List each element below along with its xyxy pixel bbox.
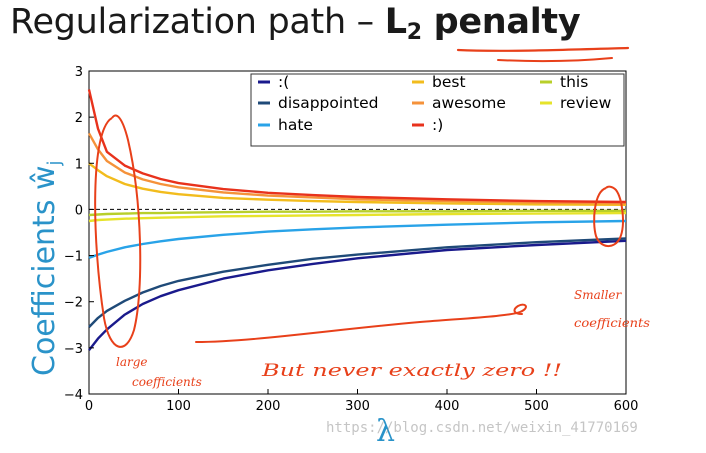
y-tick-label: 2 <box>75 111 83 126</box>
series-line-1 <box>88 237 627 328</box>
legend-entry: disappointed <box>278 94 378 112</box>
right-ellipse <box>593 185 624 247</box>
y-tick-label: −3 <box>64 342 83 357</box>
title-underline-2 <box>497 57 613 63</box>
y-axis-label-sub: j <box>44 160 65 166</box>
x-tick-label: 300 <box>345 399 370 414</box>
x-tick-label: 200 <box>256 399 281 414</box>
series-line-7 <box>88 211 627 223</box>
title-bold: L2 penalty <box>384 2 581 45</box>
legend-entry: hate <box>278 116 313 134</box>
note-large: large <box>116 355 148 369</box>
note-smaller: Smaller <box>574 288 623 302</box>
legend-entry: review <box>560 94 612 112</box>
x-axis-label: λ <box>376 414 395 449</box>
legend-layer: :( disappointed hate best awesome:) this revie… <box>258 73 612 134</box>
x-tick-label: 0 <box>85 399 93 414</box>
series-line-2 <box>88 219 627 260</box>
legend-entry: :( <box>278 73 289 91</box>
note-coefficients-left: coefficients <box>132 375 202 389</box>
title-underline-1 <box>456 46 630 52</box>
legend-entry: awesome <box>432 94 506 112</box>
watermark: https://blog.csdn.net/weixin_41770169 <box>326 420 638 436</box>
left-ellipse <box>94 114 142 348</box>
series-line-0 <box>88 239 627 351</box>
series-line-6 <box>88 209 626 217</box>
series-line-3 <box>88 162 627 206</box>
x-tick-label: 500 <box>524 399 549 414</box>
y-tick-label: 3 <box>75 65 83 80</box>
legend-entry: best <box>432 73 466 91</box>
legend-entry: :) <box>432 116 443 134</box>
y-tick-label: −4 <box>64 388 83 403</box>
x-tick-label: 100 <box>166 399 191 414</box>
x-tick-label: 400 <box>435 399 460 414</box>
arrow-stroke <box>195 303 527 343</box>
note-but-never: But never exactly zero !! <box>261 361 562 381</box>
series-layer <box>87 89 627 351</box>
y-tick-label: −2 <box>64 296 83 311</box>
slide-title: Regularization path – L2 penalty <box>10 2 581 45</box>
title-bold-rest: penalty <box>421 2 581 42</box>
title-plain: Regularization path – <box>10 2 385 42</box>
legend-entry: this <box>560 73 588 91</box>
x-tick-label: 600 <box>614 399 639 414</box>
series-line-4 <box>87 132 627 205</box>
y-tick-label: 0 <box>75 203 83 218</box>
note-coefficients-right: coefficients <box>574 316 650 330</box>
legend-box <box>250 73 625 147</box>
y-tick-label: −1 <box>64 250 83 265</box>
y-tick-label: 1 <box>75 157 83 172</box>
title-bold-sub: 2 <box>406 20 422 45</box>
y-axis-label-main: Coefficients ŵ <box>27 165 62 376</box>
ticks-layer: 0 100 200 300 400 500 600 −4 −3 −2 −1 0 1 2 3 <box>64 65 639 414</box>
title-bold-main: L <box>384 2 407 42</box>
series-line-5 <box>87 89 627 204</box>
y-axis-label: Coefficients ŵj <box>27 160 65 376</box>
